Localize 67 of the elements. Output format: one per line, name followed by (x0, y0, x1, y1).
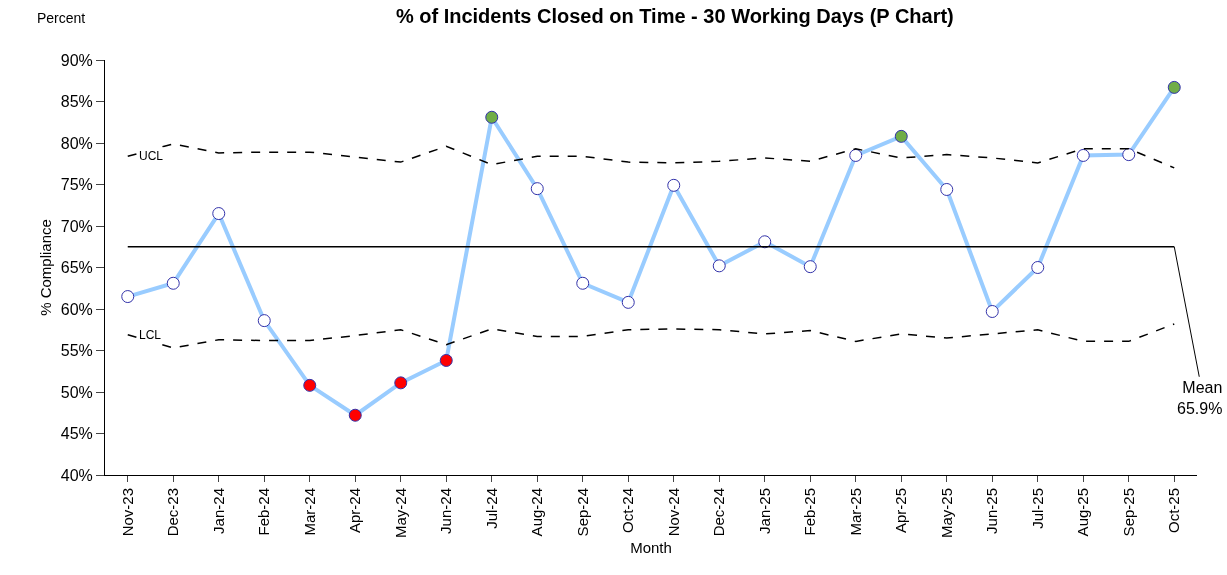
x-tick-label: Oct-24 (619, 488, 637, 534)
x-tick-label: May-24 (391, 488, 409, 539)
point (803, 260, 817, 274)
point (1076, 148, 1090, 162)
series-label: LCL (139, 328, 162, 342)
x-tick-label: May-25 (937, 488, 955, 539)
y-tick-label: 60% (60, 300, 93, 318)
ref-line-label: Mean 65.9% (1177, 379, 1223, 417)
point (121, 290, 135, 304)
x-tick-label: Jun-25 (983, 488, 1001, 534)
x-tick-label: Feb-24 (255, 488, 273, 536)
point (394, 376, 408, 390)
x-tick-label: Jan-25 (755, 488, 773, 534)
point (439, 353, 453, 367)
point (485, 110, 499, 124)
point (894, 129, 908, 143)
x-tick-label: Dec-23 (164, 488, 182, 537)
y-tick-label: 40% (60, 466, 93, 484)
x-tick-label: Aug-25 (1074, 488, 1092, 537)
point (940, 182, 954, 196)
x-tick-label: Nov-24 (664, 488, 682, 537)
point (1167, 80, 1181, 94)
x-tick-label: Apr-24 (346, 488, 364, 534)
x-tick-label: Aug-24 (528, 488, 546, 537)
x-tick-label: Sep-24 (573, 488, 591, 537)
x-tick-label: Jul-25 (1028, 488, 1046, 529)
x-tick-label: Mar-24 (300, 488, 318, 536)
x-tick-label: Mar-25 (846, 488, 864, 536)
point (1122, 148, 1136, 162)
point (985, 304, 999, 318)
y-axis-title: % Compliance (37, 219, 55, 316)
point (1031, 261, 1045, 274)
x-axis-title: Month (630, 539, 672, 557)
x-tick-label: Nov-23 (118, 488, 136, 537)
point (576, 276, 590, 290)
x-tick-label: Feb-25 (801, 488, 819, 536)
x-tick-label: Jan-24 (209, 488, 227, 534)
point (712, 259, 726, 273)
point (667, 178, 681, 192)
text: Percent (37, 10, 86, 26)
y-tick-label: 80% (60, 134, 93, 152)
y-tick-label: 65% (60, 259, 93, 277)
point (348, 408, 362, 422)
point (303, 378, 317, 392)
x-tick-label: Oct-25 (1165, 488, 1183, 534)
y-tick-label: 90% (60, 51, 93, 69)
y-tick-label: 85% (60, 93, 93, 111)
point (257, 314, 271, 328)
y-tick-label: 50% (60, 383, 93, 401)
x-tick-label: Jul-24 (482, 488, 500, 529)
series-label: UCL (139, 149, 164, 163)
x-tick-label: Apr-25 (892, 488, 910, 534)
point (166, 276, 180, 290)
x-tick-label: Dec-24 (710, 488, 728, 537)
chart-title: % of Incidents Closed on Time - 30 Working Days (P Chart) (395, 4, 954, 27)
point (212, 207, 226, 221)
y-tick-label: 45% (60, 425, 93, 443)
y-tick-label: 55% (60, 342, 93, 360)
line-series (127, 143, 1175, 169)
x-tick-label: Sep-25 (1119, 488, 1137, 537)
line-series (127, 323, 1175, 349)
y-tick-label: 75% (60, 176, 93, 194)
x-tick-label: Jun-24 (437, 488, 455, 534)
point (621, 295, 635, 309)
point (530, 182, 544, 196)
y-tick-label: 70% (60, 217, 93, 235)
point (849, 148, 863, 162)
